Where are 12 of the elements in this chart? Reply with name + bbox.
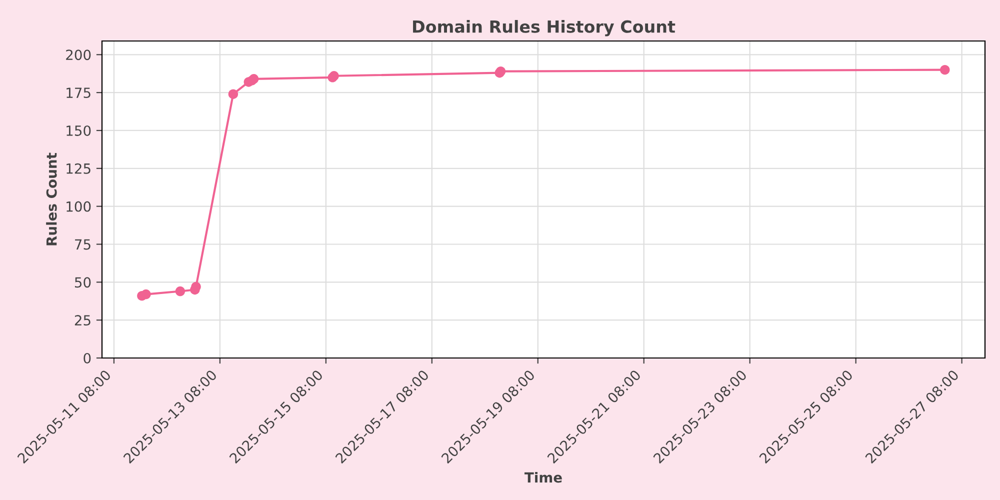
y-axis-title: Rules Count — [46, 152, 57, 246]
x-axis-title: Time — [524, 472, 562, 483]
y-tick-label: 25 — [74, 315, 90, 326]
y-tick-label: 150 — [66, 125, 91, 136]
y-tick-label: 75 — [75, 239, 90, 250]
y-tick-label: 175 — [66, 88, 90, 98]
y-tick-label: 125 — [66, 163, 90, 174]
y-tick-label: 200 — [66, 50, 91, 60]
y-tick-label: 50 — [74, 277, 91, 288]
chart-title: Domain Rules History Count — [413, 20, 676, 36]
y-tick-label: 100 — [66, 201, 91, 212]
y-tick-label: 0 — [84, 352, 91, 364]
